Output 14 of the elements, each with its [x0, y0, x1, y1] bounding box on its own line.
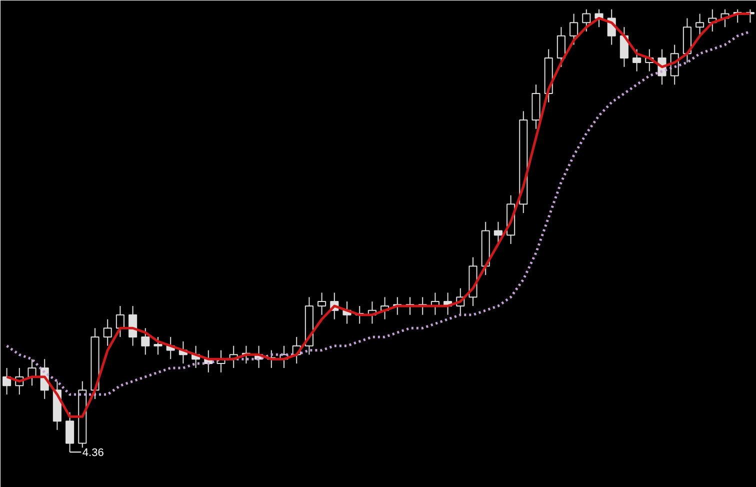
annotation: 4.36 — [82, 447, 104, 460]
candlestick — [696, 13, 704, 36]
candlestick — [556, 26, 566, 68]
candlestick — [318, 292, 326, 316]
candlestick — [66, 412, 74, 453]
candlestick — [582, 8, 591, 32]
candlestick — [103, 318, 112, 346]
candlestick — [632, 48, 642, 72]
candlestick — [28, 358, 36, 386]
candlestick — [141, 328, 150, 356]
candlestick — [116, 305, 124, 338]
candlestick — [154, 336, 162, 356]
candlestick — [570, 13, 578, 46]
candlestick — [494, 221, 502, 244]
